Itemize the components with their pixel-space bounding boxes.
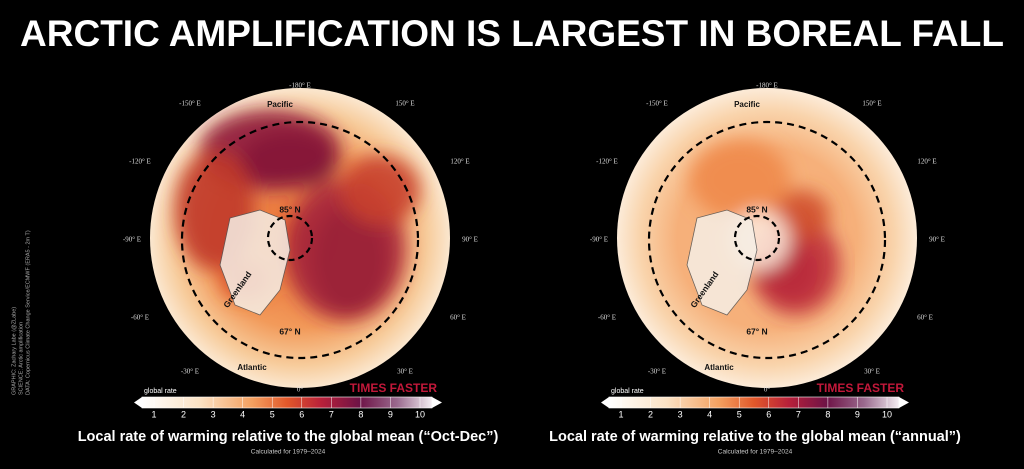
longitude-label: 120° E: [450, 158, 469, 166]
colorbar-tick-label: 3: [211, 409, 216, 419]
note: Calculated for 1979–2024: [718, 449, 793, 456]
longitude-label: -30° E: [648, 368, 666, 376]
longitude-label: -120° E: [129, 158, 151, 166]
ocean-top: Pacific: [267, 100, 293, 109]
longitude-label: 60° E: [917, 314, 933, 322]
longitude-label: 150° E: [862, 100, 881, 108]
longitude-label: 60° E: [450, 314, 466, 322]
longitude-label: -60° E: [131, 314, 149, 322]
heat-blob: [690, 140, 790, 220]
credit: GRAPHIC: Zachary Labe (@ZLabe): [11, 307, 17, 395]
colorbar-tick-label: 2: [181, 409, 186, 419]
outer-lat: 67° N: [746, 326, 767, 336]
colorbar-tick-label: 2: [648, 409, 653, 419]
title: ARCTIC AMPLIFICATION IS LARGEST IN BOREA…: [20, 13, 1004, 54]
colorbar-arrow: [432, 397, 442, 408]
longitude-label: -90° E: [123, 236, 141, 244]
ocean-top: Pacific: [734, 100, 760, 109]
colorbar-tick-label: 9: [855, 409, 860, 419]
caption: Local rate of warming relative to the gl…: [78, 429, 499, 445]
colorbar: [608, 396, 900, 409]
longitude-label: -30° E: [181, 368, 199, 376]
inner-lat: 85° N: [279, 204, 300, 214]
longitude-label: -180° E: [756, 82, 778, 90]
colorbar-arrow: [601, 397, 609, 408]
longitude-label: -150° E: [179, 100, 201, 108]
scale-title: TIMES FASTER: [817, 381, 905, 395]
ocean-bottom: Atlantic: [704, 363, 734, 372]
colorbar-tick-label: 1: [618, 409, 623, 419]
note: Calculated for 1979–2024: [251, 449, 326, 456]
colorbar-tick-label: 5: [270, 409, 275, 419]
credits: GRAPHIC: Zachary Labe (@ZLabe) SCIENCE: A…: [11, 230, 31, 395]
longitude-label: 120° E: [917, 158, 936, 166]
greenland-shape: [219, 209, 291, 316]
colorbar-tick-label: 4: [240, 409, 245, 419]
colorbar-tick-label: 1: [151, 409, 156, 419]
colorbar-tick-label: 3: [678, 409, 683, 419]
heat: [690, 140, 840, 315]
greenland-shape: [686, 209, 758, 316]
colorbar-tick-label: 8: [825, 409, 830, 419]
colorbar-tick-label: 7: [796, 409, 801, 419]
scale-title: TIMES FASTER: [350, 381, 438, 395]
longitude-label: -180° E: [289, 82, 311, 90]
credit: SCIENCE: Arctic amplification: [18, 322, 24, 395]
lat-85: [266, 214, 314, 262]
inner-lat: 85° N: [746, 204, 767, 214]
longitude-label: -90° E: [590, 236, 608, 244]
colorbar-tick-label: 10: [882, 409, 892, 419]
longitude-label: 0°: [764, 386, 771, 394]
colorbar-tick-label: 8: [358, 409, 363, 419]
longitude-label: 30° E: [397, 368, 413, 376]
longitude-label: -60° E: [598, 314, 616, 322]
colorbar-tick-label: 10: [415, 409, 425, 419]
longitude-label: -150° E: [646, 100, 668, 108]
scale-label: global rate: [611, 388, 644, 395]
longitude-label: 0°: [297, 386, 304, 394]
lat-67: [180, 120, 420, 360]
longitude-label: 30° E: [864, 368, 880, 376]
lat-85: [733, 214, 781, 262]
ocean-bottom: Atlantic: [237, 363, 267, 372]
colorbar-tick-label: 6: [766, 409, 771, 419]
lat-67: [647, 120, 887, 360]
colorbar-tick-label: 7: [329, 409, 334, 419]
colorbar-tick-label: 4: [707, 409, 712, 419]
credit: DATA: Copernicus Climate Change Service/…: [25, 230, 31, 395]
heat-blob: [340, 155, 420, 225]
colorbar-arrow: [899, 397, 909, 408]
scale-label: global rate: [144, 388, 177, 395]
colorbar-tick-label: 9: [388, 409, 393, 419]
longitude-label: 150° E: [395, 100, 414, 108]
caption: Local rate of warming relative to the gl…: [549, 429, 961, 445]
longitude-label: 90° E: [929, 236, 945, 244]
longitude-label: 90° E: [462, 236, 478, 244]
colorbar-tick-label: 5: [737, 409, 742, 419]
colorbar: [141, 396, 433, 409]
colorbar-tick-label: 6: [299, 409, 304, 419]
longitude-label: -120° E: [596, 158, 618, 166]
colorbar-arrow: [134, 397, 142, 408]
outer-lat: 67° N: [279, 326, 300, 336]
